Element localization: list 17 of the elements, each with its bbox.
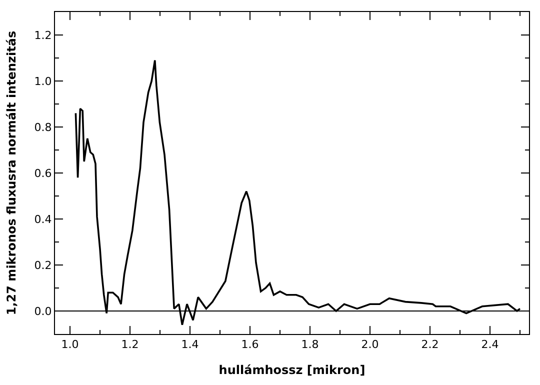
y-tick-label: 0.4 [34, 212, 52, 226]
y-tick-label: 1.0 [34, 74, 52, 88]
x-tick-label: 1.4 [181, 338, 199, 352]
x-tick-label: 1.8 [301, 338, 319, 352]
y-tick-label: 0.6 [34, 166, 52, 180]
x-tick-label: 2.2 [421, 338, 439, 352]
y-axis-title: 1,27 mikronos fluxusra normált intenzitás [4, 30, 19, 316]
y-tick-label: 1.2 [34, 28, 52, 42]
x-tick-label: 1.0 [61, 338, 79, 352]
y-tick-label: 0.2 [34, 258, 52, 272]
y-tick-label: 0.0 [34, 304, 52, 318]
y-tick-label: 0.8 [34, 120, 52, 134]
x-tick-label: 2.4 [481, 338, 499, 352]
x-tick-label: 2.0 [361, 338, 379, 352]
x-tick-label: 1.2 [121, 338, 139, 352]
x-axis-title: hullámhossz [mikron] [218, 363, 366, 378]
x-tick-label: 1.6 [241, 338, 259, 352]
